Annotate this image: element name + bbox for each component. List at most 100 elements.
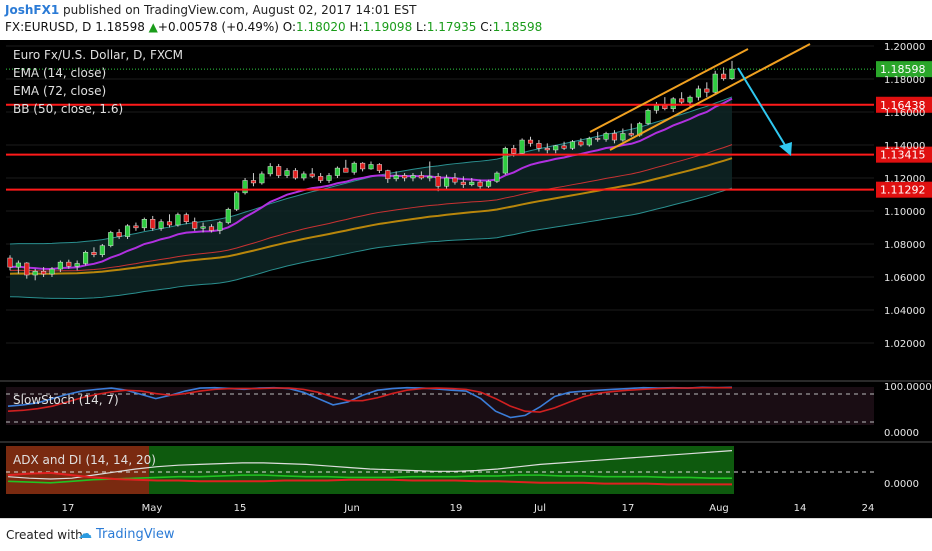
candle-body[interactable] bbox=[284, 170, 290, 176]
channel-upper-line[interactable] bbox=[589, 48, 749, 133]
candle-body[interactable] bbox=[628, 133, 634, 136]
candle-body[interactable] bbox=[712, 73, 718, 93]
candle-body[interactable] bbox=[217, 222, 223, 231]
adx-label[interactable]: ADX and DI (14, 14, 20) bbox=[13, 453, 156, 467]
candle-body[interactable] bbox=[687, 96, 693, 103]
candle-body[interactable] bbox=[410, 175, 416, 179]
candle-body[interactable] bbox=[511, 148, 517, 154]
candle-body[interactable] bbox=[133, 225, 139, 229]
candle-body[interactable] bbox=[49, 268, 55, 275]
candle-body[interactable] bbox=[208, 226, 215, 231]
price-axis[interactable]: 1.20000 1.18000 1.16000 1.14000 1.12000 1.100… bbox=[884, 42, 925, 350]
candle-body[interactable] bbox=[603, 133, 609, 140]
candle-body[interactable] bbox=[368, 164, 374, 170]
author-link[interactable]: JoshFX1 bbox=[5, 3, 60, 17]
candle-body[interactable] bbox=[586, 138, 592, 146]
candle-body[interactable] bbox=[192, 221, 198, 229]
candle-body[interactable] bbox=[166, 221, 173, 226]
candle-body[interactable] bbox=[301, 173, 307, 179]
candle-body[interactable] bbox=[200, 226, 206, 229]
candle-body[interactable] bbox=[527, 139, 534, 144]
candle-body[interactable] bbox=[183, 214, 189, 222]
candle-body[interactable] bbox=[267, 166, 273, 175]
candle-body[interactable] bbox=[124, 225, 131, 237]
candle-body[interactable] bbox=[292, 170, 299, 179]
candle-body[interactable] bbox=[670, 98, 676, 109]
candle-body[interactable] bbox=[24, 262, 30, 276]
candle-body[interactable] bbox=[502, 148, 508, 174]
candle-body[interactable] bbox=[385, 170, 391, 180]
candle-body[interactable] bbox=[99, 245, 105, 255]
chart-area[interactable]: 1.16438 1.13415 1.11292 1.18598 Euro Fx/U.S… bbox=[0, 40, 932, 518]
candle-body[interactable] bbox=[334, 167, 340, 176]
candle-body[interactable] bbox=[74, 263, 80, 267]
projection-arrow[interactable] bbox=[737, 67, 789, 151]
candle-body[interactable] bbox=[494, 172, 500, 182]
candle-body[interactable] bbox=[175, 214, 181, 226]
candle-body[interactable] bbox=[225, 209, 231, 223]
candle-body[interactable] bbox=[460, 181, 466, 185]
candle-body[interactable] bbox=[662, 105, 668, 109]
legend-ema72[interactable]: EMA (72, close) bbox=[13, 84, 106, 98]
channel-lower-line[interactable] bbox=[609, 43, 811, 151]
candle-body[interactable] bbox=[82, 252, 89, 264]
candle-body[interactable] bbox=[729, 68, 735, 79]
time-axis[interactable]: 17 May 15 Jun 19 Jul 17 Aug 14 24 bbox=[62, 503, 875, 514]
candle-body[interactable] bbox=[393, 175, 399, 180]
candle-body[interactable] bbox=[519, 139, 525, 154]
candle-body[interactable] bbox=[452, 177, 458, 183]
candle-body[interactable] bbox=[91, 252, 97, 255]
tradingview-logo[interactable]: ☁ TradingView bbox=[78, 526, 175, 542]
candle-body[interactable] bbox=[536, 143, 542, 149]
candle-body[interactable] bbox=[443, 177, 450, 187]
candle-body[interactable] bbox=[569, 141, 576, 149]
stoch-label[interactable]: SlowStoch (14, 7) bbox=[13, 393, 119, 407]
candle-body[interactable] bbox=[477, 181, 483, 187]
candle-body[interactable] bbox=[653, 105, 660, 111]
candle-body[interactable] bbox=[427, 176, 433, 179]
candle-body[interactable] bbox=[679, 98, 685, 103]
candle-body[interactable] bbox=[620, 133, 626, 141]
candle-body[interactable] bbox=[544, 148, 550, 151]
candle-body[interactable] bbox=[553, 145, 559, 151]
legend-ema14[interactable]: EMA (14, close) bbox=[13, 66, 106, 80]
candle-body[interactable] bbox=[276, 166, 282, 176]
candle-body[interactable] bbox=[318, 176, 324, 181]
candle-body[interactable] bbox=[578, 141, 584, 146]
candle-body[interactable] bbox=[15, 262, 21, 268]
candle-body[interactable] bbox=[326, 175, 332, 181]
candle-body[interactable] bbox=[150, 219, 156, 229]
candle-body[interactable] bbox=[469, 181, 475, 185]
candle-body[interactable] bbox=[7, 257, 13, 268]
candle-body[interactable] bbox=[595, 138, 601, 140]
candle-body[interactable] bbox=[259, 173, 265, 184]
candle-body[interactable] bbox=[351, 162, 357, 173]
level-price-label: 1.11292 bbox=[880, 184, 926, 197]
candle-body[interactable] bbox=[242, 180, 248, 194]
candle-body[interactable] bbox=[250, 180, 257, 184]
candle-body[interactable] bbox=[695, 88, 701, 98]
candle-body[interactable] bbox=[158, 221, 164, 229]
candle-body[interactable] bbox=[704, 88, 710, 93]
candle-body[interactable] bbox=[66, 261, 72, 267]
candle-body[interactable] bbox=[343, 167, 349, 173]
candle-body[interactable] bbox=[645, 110, 651, 124]
candle-body[interactable] bbox=[561, 145, 567, 149]
candle-body[interactable] bbox=[418, 175, 424, 179]
candle-body[interactable] bbox=[611, 133, 618, 141]
candle-body[interactable] bbox=[141, 219, 147, 229]
candle-body[interactable] bbox=[435, 176, 441, 187]
candle-body[interactable] bbox=[721, 73, 727, 79]
candle-body[interactable] bbox=[116, 232, 122, 237]
candle-body[interactable] bbox=[360, 162, 366, 170]
candle-body[interactable] bbox=[41, 270, 47, 275]
candle-body[interactable] bbox=[108, 232, 114, 246]
candle-body[interactable] bbox=[485, 181, 492, 187]
candle-body[interactable] bbox=[376, 164, 382, 171]
candle-body[interactable] bbox=[309, 173, 315, 177]
candle-body[interactable] bbox=[32, 270, 38, 276]
candle-body[interactable] bbox=[402, 175, 408, 179]
candle-body[interactable] bbox=[57, 261, 63, 270]
candle-body[interactable] bbox=[234, 192, 240, 210]
legend-bb[interactable]: BB (50, close, 1.6) bbox=[13, 102, 123, 116]
